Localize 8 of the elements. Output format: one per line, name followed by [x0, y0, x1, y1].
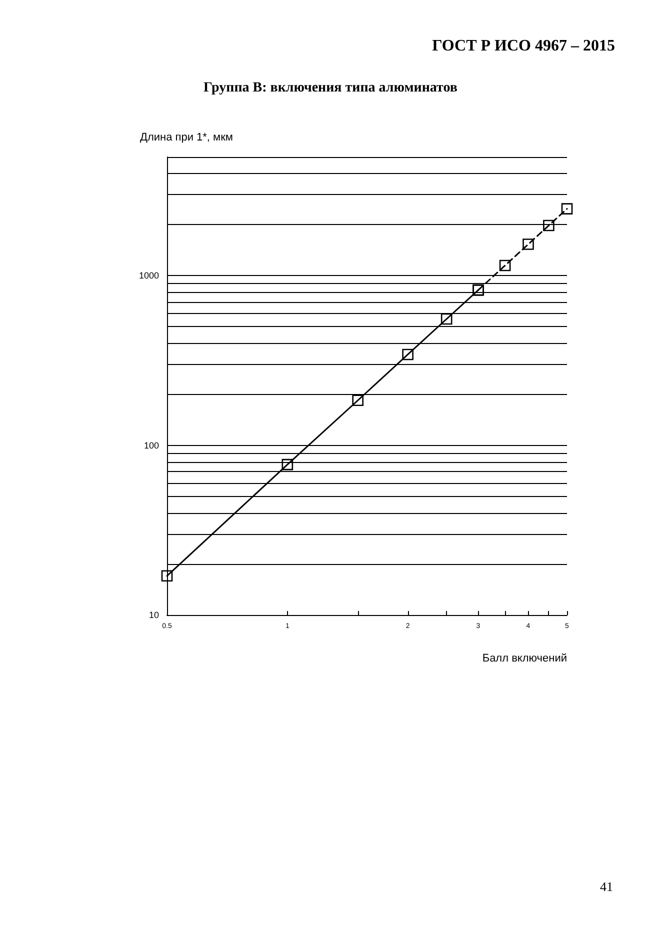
y-tick-label: 100 — [144, 440, 159, 450]
text: ГОСТ Р ИСО 4967 – 2015 — [432, 38, 616, 54]
chart-title: Группа В: включения типа алюминатов — [204, 80, 458, 96]
text: 41 — [600, 879, 613, 894]
y-tick-label: 10 — [148, 610, 159, 620]
y-tick-label: 1000 — [138, 270, 159, 281]
x-axis-title: Балл включений — [482, 652, 567, 664]
y-axis-title: Длина при 1*, мкм — [140, 132, 233, 144]
